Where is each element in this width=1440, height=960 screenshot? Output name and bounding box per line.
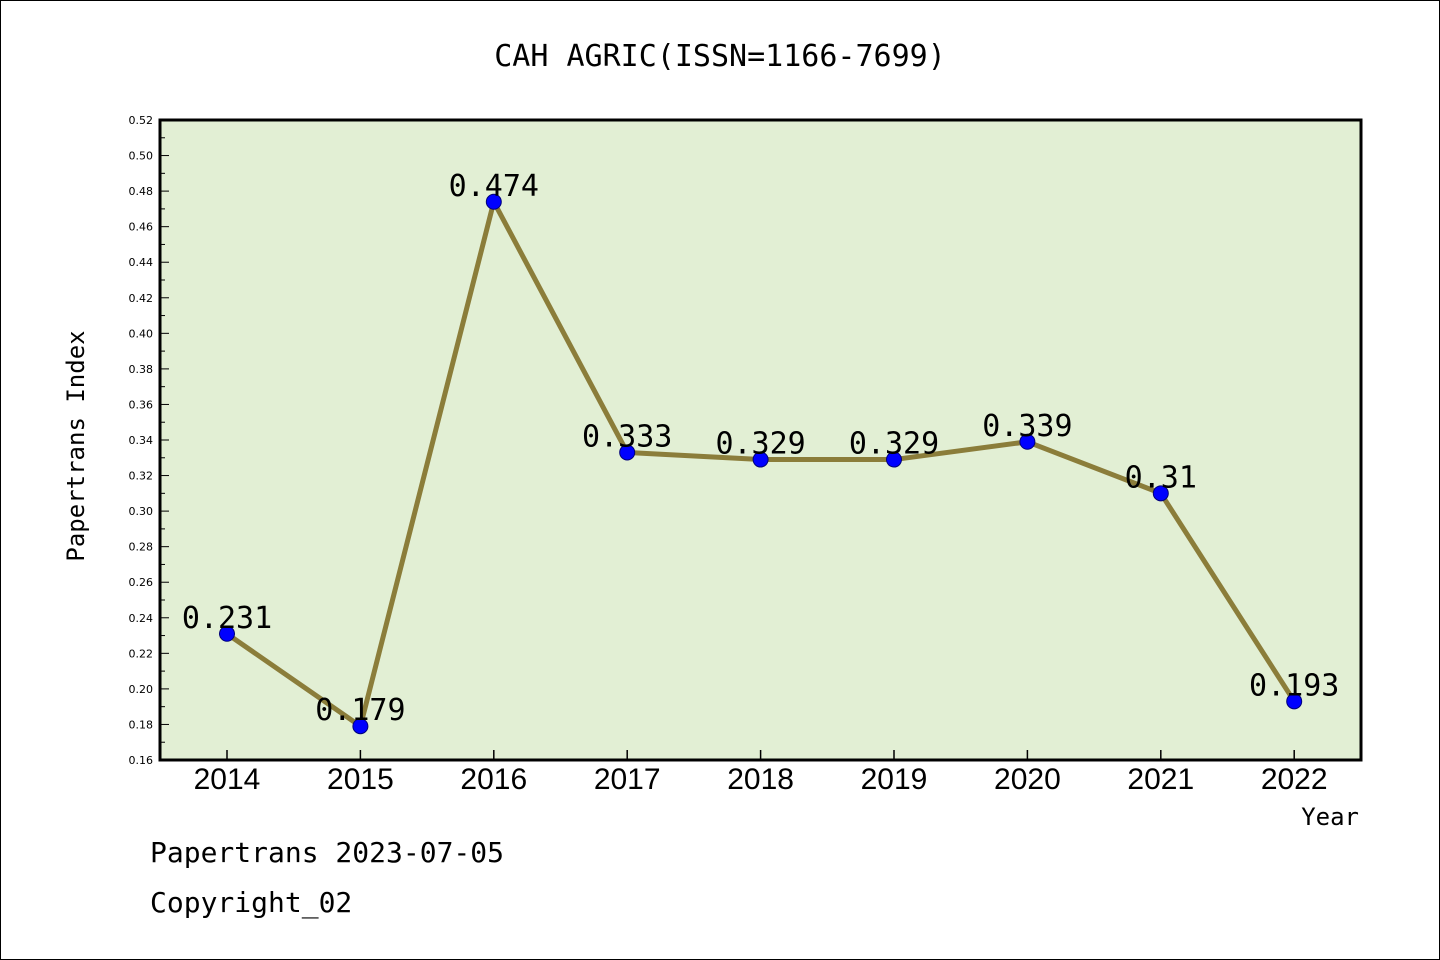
y-tick-label: 0.34 (129, 434, 154, 447)
x-axis-label: Year (1301, 803, 1359, 831)
x-tick-label: 2020 (994, 763, 1061, 796)
data-point-marker (1286, 693, 1303, 710)
x-tick-label: 2018 (727, 763, 794, 796)
y-tick-label: 0.16 (129, 754, 154, 767)
footer-copyright: Copyright_02 (150, 886, 353, 919)
y-tick-label: 0.20 (129, 683, 154, 696)
y-tick-label: 0.42 (129, 292, 154, 305)
data-label: 0.339 (982, 409, 1072, 444)
data-point-marker (1019, 433, 1036, 450)
data-point-marker (485, 193, 502, 210)
data-point-marker (352, 718, 369, 735)
y-tick-label: 0.40 (129, 327, 154, 340)
y-tick-label: 0.46 (129, 221, 154, 234)
data-point-marker (1152, 485, 1169, 502)
data-labels: 0.231 0.179 0.474 0.333 0.329 0.329 0.339 0.31 0… (182, 169, 1340, 728)
y-axis-label: Papertrans Index (62, 330, 90, 561)
data-point-marker (619, 444, 636, 461)
footer-date: Papertrans 2023-07-05 (150, 836, 505, 869)
y-tick-label: 0.30 (129, 505, 154, 518)
x-tick-label: 2022 (1261, 763, 1328, 796)
y-tick-label: 0.18 (129, 718, 154, 731)
y-tick-label: 0.32 (129, 470, 154, 483)
plot-area (158, 118, 1363, 762)
y-tick-label: 0.36 (129, 398, 154, 411)
y-tick-label: 0.22 (129, 647, 154, 660)
x-tick-label: 2021 (1127, 763, 1194, 796)
y-tick-label: 0.28 (129, 541, 154, 554)
y-tick-label: 0.26 (129, 576, 154, 589)
data-label: 0.31 (1125, 460, 1197, 495)
chart-title: CAH AGRIC(ISSN=1166-7699) (494, 39, 946, 74)
data-label: 0.329 (715, 427, 805, 462)
y-tick-label: 0.38 (129, 363, 154, 376)
y-minor-ticks (160, 137, 165, 743)
data-label: 0.329 (849, 427, 939, 462)
y-tick-label: 0.48 (129, 185, 154, 198)
y-tick-label: 0.52 (129, 114, 154, 127)
data-label: 0.231 (182, 601, 272, 636)
data-label: 0.333 (582, 419, 672, 454)
y-axis-ticks: 0.16 0.18 0.20 0.22 0.24 0.26 0.28 0.30 0.32 0.34… (129, 114, 169, 767)
data-point-marker (886, 451, 902, 468)
x-axis-ticks: 2014 2015 2016 2017 2018 2019 2020 2021 2022 (194, 750, 1328, 796)
data-points (219, 193, 1303, 735)
data-label: 0.193 (1249, 668, 1339, 703)
data-label: 0.179 (315, 693, 405, 728)
data-point-marker (752, 451, 769, 468)
y-tick-label: 0.50 (129, 150, 154, 163)
x-tick-label: 2016 (460, 763, 527, 796)
data-point-marker (219, 625, 235, 642)
x-tick-label: 2019 (861, 763, 928, 796)
x-tick-label: 2014 (194, 763, 261, 796)
y-tick-label: 0.44 (129, 256, 154, 269)
data-label: 0.474 (449, 169, 539, 204)
x-tick-label: 2017 (594, 763, 661, 796)
x-tick-label: 2015 (327, 763, 394, 796)
y-tick-label: 0.24 (129, 612, 154, 625)
